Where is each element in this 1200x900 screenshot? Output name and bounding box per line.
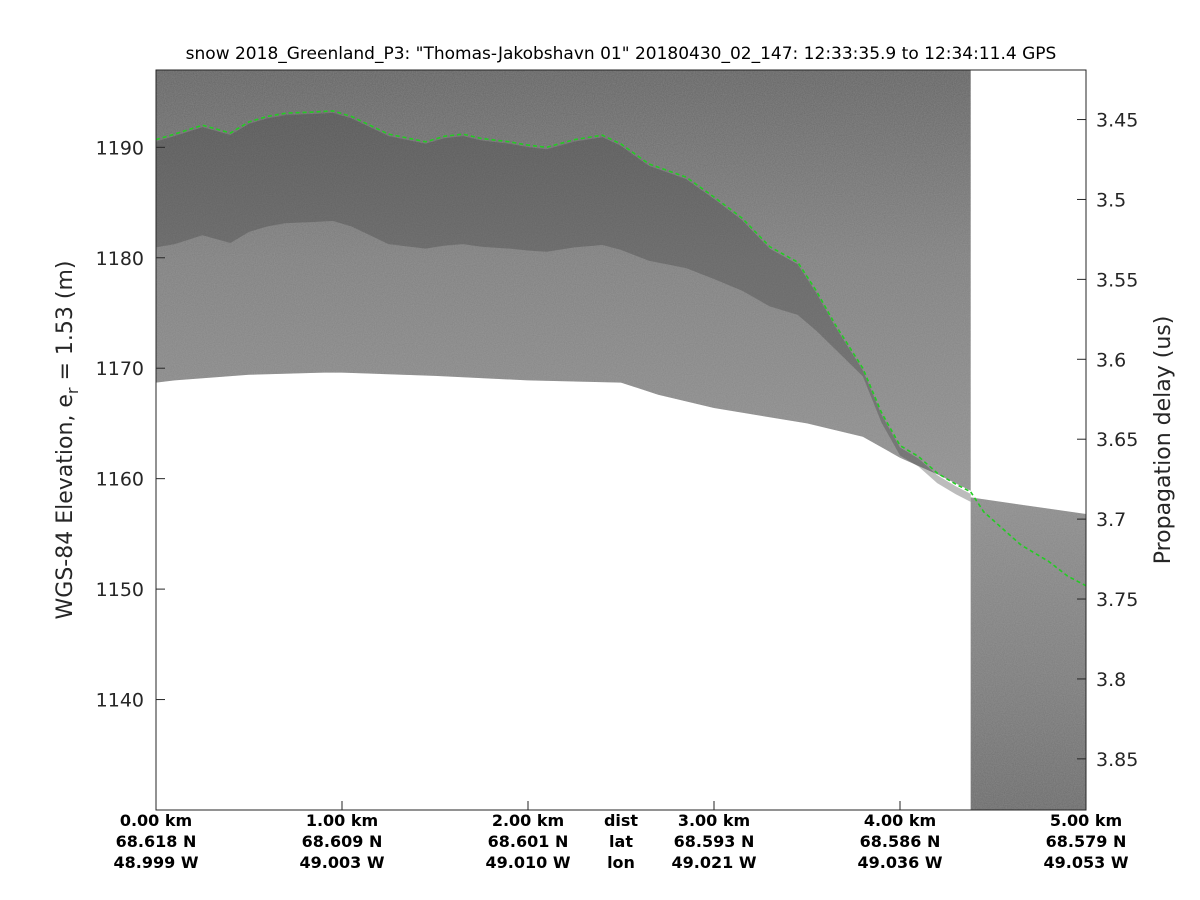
x-tick-lon: 49.036 W [858, 853, 943, 872]
right-tick-label: 3.7 [1096, 509, 1126, 531]
right-tick-label: 3.75 [1096, 589, 1138, 611]
x-tick-lon: 49.003 W [300, 853, 385, 872]
right-tick-label: 3.6 [1096, 349, 1126, 371]
x-tick-lat: 68.586 N [860, 832, 941, 851]
left-tick-label: 1150 [96, 579, 144, 601]
x-row-header-dist: dist [604, 811, 638, 830]
left-y-axis: 1140 1150 1160 1170 1180 1190 [96, 137, 165, 712]
left-tick-label: 1140 [96, 690, 144, 712]
x-row-header-lat: lat [609, 832, 633, 851]
right-tick-label: 3.5 [1096, 189, 1126, 211]
x-tick-lon: 49.053 W [1044, 853, 1129, 872]
left-tick-label: 1160 [96, 469, 144, 491]
right-axis-label: Propagation delay (us) [1151, 316, 1176, 565]
echogram-main-texture [156, 70, 971, 491]
x-tick-lon: 49.021 W [672, 853, 757, 872]
echogram-dark-layering [156, 112, 971, 502]
right-tick-label: 3.8 [1096, 669, 1126, 691]
x-tick-dist: 5.00 km [1050, 811, 1122, 830]
echogram-second-texture [970, 497, 1086, 810]
right-tick-label: 3.55 [1096, 269, 1138, 291]
x-tick-lat: 68.618 N [116, 832, 197, 851]
left-tick-label: 1190 [96, 137, 144, 159]
chart-title: snow 2018_Greenland_P3: "Thomas-Jakobsha… [186, 44, 1057, 64]
x-tick-dist: 2.00 km [492, 811, 564, 830]
surface-trace-2 [970, 491, 1086, 587]
x-tick-lon: 49.010 W [486, 853, 571, 872]
x-tick-dist: 0.00 km [120, 811, 192, 830]
right-tick-label: 3.65 [1096, 429, 1138, 451]
x-tick-dist: 4.00 km [864, 811, 936, 830]
surface-trace-layer [156, 110, 1086, 587]
x-row-header-lon: lon [607, 853, 635, 872]
left-tick-label: 1170 [96, 358, 144, 380]
plot-frame [155, 69, 1087, 811]
left-tick-label: 1180 [96, 248, 144, 270]
right-tick-label: 3.45 [1096, 110, 1138, 132]
x-tick-lat: 68.601 N [488, 832, 569, 851]
x-tick-dist: 3.00 km [678, 811, 750, 830]
x-tick-lon: 48.999 W [114, 853, 199, 872]
left-axis-label: WGS-84 Elevation, er = 1.53 (m) [53, 261, 82, 620]
x-tick-lat: 68.579 N [1046, 832, 1127, 851]
right-y-axis: 3.45 3.5 3.55 3.6 3.65 3.7 3.75 3.8 3.85 [1077, 110, 1138, 771]
x-axis: 0.00 km 68.618 N 48.999 W 1.00 km 68.609 N 49… [114, 801, 1129, 872]
x-tick-lat: 68.609 N [302, 832, 383, 851]
right-tick-label: 3.85 [1096, 749, 1138, 771]
surface-trace-1 [156, 110, 972, 493]
x-tick-dist: 1.00 km [306, 811, 378, 830]
x-tick-lat: 68.593 N [674, 832, 755, 851]
